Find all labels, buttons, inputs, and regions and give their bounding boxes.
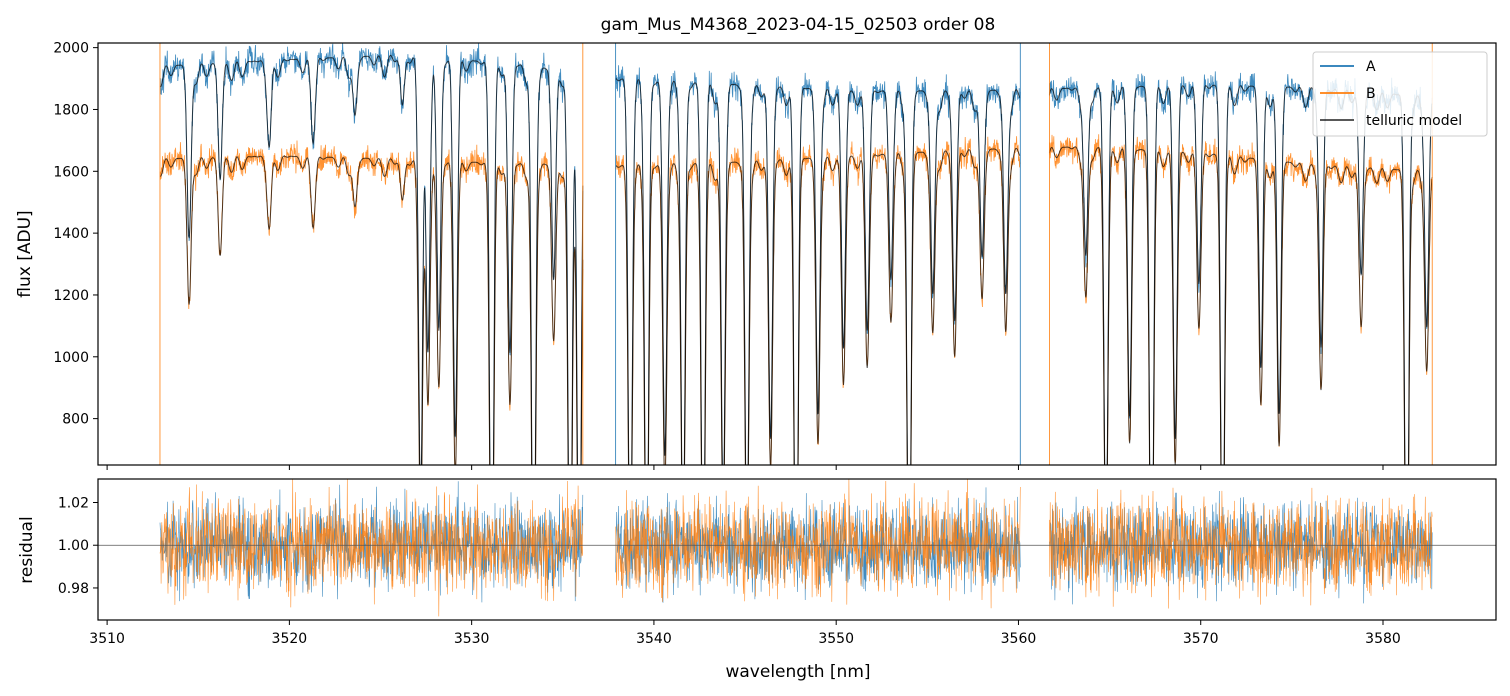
y-tick-label: 1800	[53, 102, 89, 118]
series-b-line	[159, 140, 584, 465]
chart-title: gam_Mus_M4368_2023-04-15_02503 order 08	[601, 15, 996, 35]
x-tick-label: 3550	[818, 631, 854, 647]
x-tick-label: 3570	[1183, 631, 1219, 647]
residual-b-line	[159, 479, 584, 617]
legend-label-a: A	[1366, 59, 1376, 75]
x-tick-label: 3560	[1001, 631, 1037, 647]
x-tick-label: 3530	[454, 631, 490, 647]
residual-y-ticks: 0.98 1.00 1.02	[58, 496, 98, 597]
spectrum-y-axis-label: flux [ADU]	[15, 210, 35, 297]
y-tick-label: 1.00	[58, 538, 89, 554]
legend: A B telluric model	[1312, 51, 1488, 137]
spectrum-panel: 800 1000 1200 1400 1600 1800 2000 flux [ADU] A…	[15, 41, 1497, 470]
x-tick-label: 3540	[636, 631, 672, 647]
telluric-model-line-a	[615, 77, 1021, 465]
telluric-model-line-b	[615, 147, 1021, 465]
residual-b-line	[615, 479, 1021, 609]
residual-panel: 0.98 1.00 1.02 3510 3520 3530 3540 3550 3560 357…	[17, 478, 1497, 682]
y-tick-label: 0.98	[58, 581, 89, 597]
spectrum-axes-frame	[97, 42, 1497, 466]
x-axis-label: wavelength [nm]	[725, 662, 870, 682]
legend-box	[1312, 51, 1488, 137]
spectrum-y-ticks: 800 1000 1200 1400 1600 1800 2000	[53, 41, 98, 428]
residual-y-axis-label: residual	[17, 516, 37, 583]
y-tick-label: 1400	[53, 226, 89, 242]
telluric-model-line-a	[159, 54, 584, 465]
residual-b-line	[1049, 487, 1433, 609]
y-tick-label: 2000	[53, 41, 89, 57]
y-tick-label: 1200	[53, 288, 89, 304]
telluric-model-line-b	[1048, 146, 1433, 465]
series-b-line	[1049, 134, 1433, 465]
residual-axes-frame	[97, 478, 1497, 621]
x-tick-label: 3510	[89, 631, 125, 647]
y-tick-label: 1600	[53, 164, 89, 180]
y-tick-label: 800	[62, 412, 89, 428]
residual-x-ticks: 3510 3520 3530 3540 3550 3560 3570 3580	[89, 620, 1401, 647]
telluric-model-line-b	[159, 155, 584, 465]
x-tick-label: 3580	[1365, 631, 1401, 647]
spectrum-x-ticks	[106, 465, 1384, 470]
x-tick-label: 3520	[272, 631, 308, 647]
y-tick-label: 1.02	[58, 496, 89, 512]
y-tick-label: 1000	[53, 350, 89, 366]
residual-plot-area	[98, 479, 1496, 617]
legend-label-telluric: telluric model	[1366, 113, 1462, 129]
legend-label-b: B	[1366, 86, 1376, 102]
